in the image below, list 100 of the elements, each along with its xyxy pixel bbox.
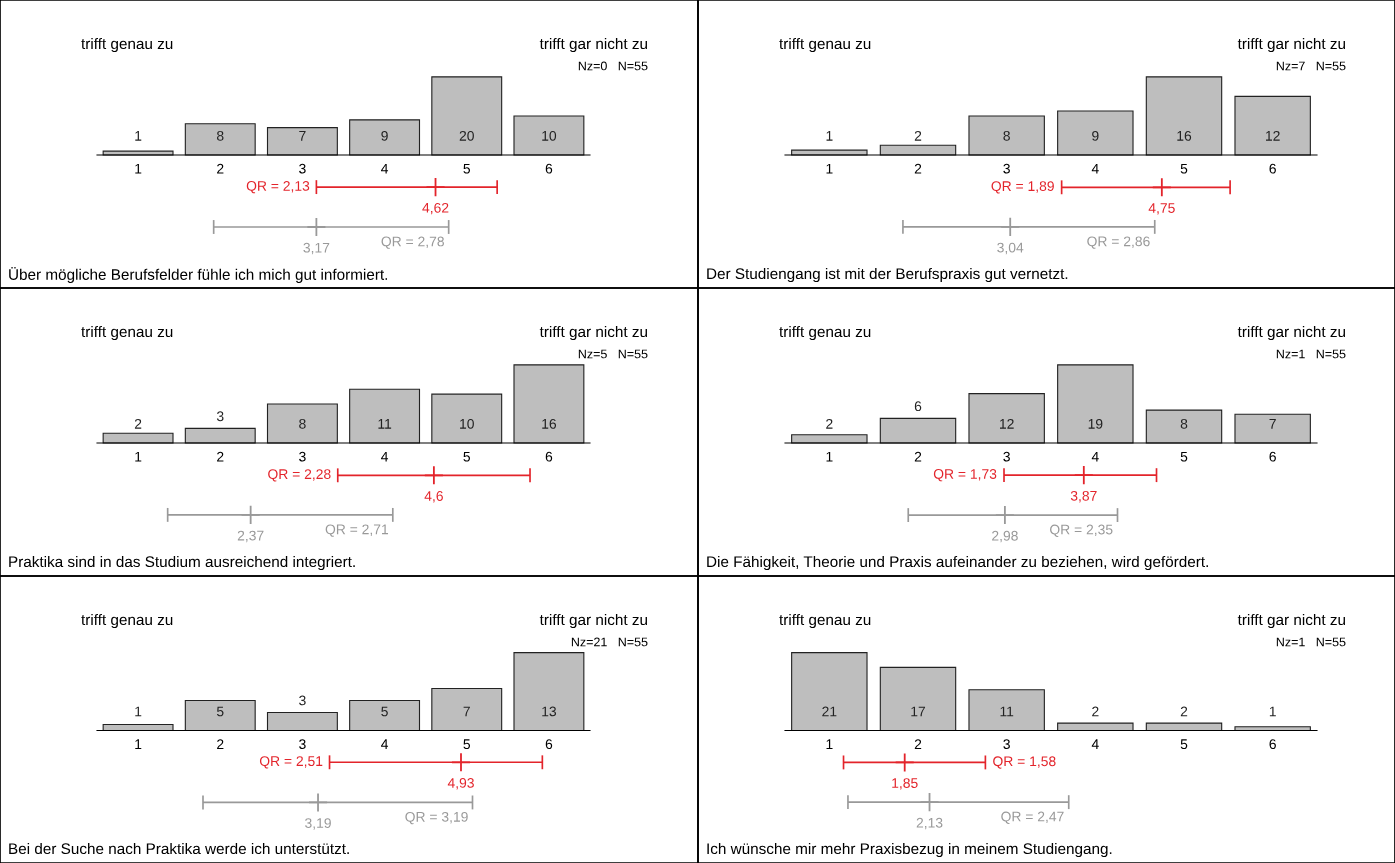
data-label: 9 <box>381 130 388 141</box>
data-label: 16 <box>1177 130 1192 141</box>
annotation: 4,93 <box>447 778 474 790</box>
data-label: 20 <box>459 130 474 141</box>
text: trifft genau zu <box>779 37 871 53</box>
text: QR = 2,51 <box>259 756 323 769</box>
x-tick-label: 2 <box>217 163 224 174</box>
bar <box>349 699 421 732</box>
x-tick-label: 3 <box>1003 739 1010 750</box>
data-label: 2 <box>914 130 922 141</box>
x-tick-label: 3 <box>299 451 306 462</box>
data-label: 6 <box>914 401 922 412</box>
text: trifft genau zu <box>779 613 871 629</box>
bar <box>513 115 585 156</box>
text: Über mögliche Berufsfelder fühle ich mich gut informiert. <box>9 267 388 283</box>
data-label: 8 <box>1180 418 1188 429</box>
x-tick-label: 4 <box>381 739 389 749</box>
data-label: 7 <box>1269 419 1276 429</box>
data-label: 9 <box>1092 130 1099 141</box>
text: trifft gar nicht zu <box>539 325 647 341</box>
x-tick-label: 3 <box>1003 163 1010 174</box>
bar <box>513 652 585 732</box>
x-tick-label: 6 <box>545 739 553 750</box>
data-label: 7 <box>463 706 470 717</box>
x-tick-label: 1 <box>135 739 142 749</box>
data-label: 8 <box>299 418 306 429</box>
text: trifft gar nicht zu <box>539 37 647 53</box>
text: Nz=7 N=55 <box>1276 61 1346 71</box>
text: Die Fähigkeit, Theorie und Praxis aufeinander zu beziehen, wird gefördert. <box>707 555 1208 571</box>
bar <box>968 689 1045 732</box>
text: QR = 1,73 <box>933 469 997 482</box>
text: Nz=0 N=55 <box>578 61 648 71</box>
data-label: 1 <box>135 706 142 717</box>
x-tick-label: 2 <box>914 451 922 462</box>
data-label: 16 <box>542 418 557 429</box>
x-tick-label: 4 <box>1091 739 1099 749</box>
text: Nz=5 N=55 <box>578 349 648 359</box>
data-label: 11 <box>378 419 392 429</box>
text: trifft genau zu <box>81 613 173 629</box>
data-label: 11 <box>1000 706 1014 717</box>
bar <box>879 417 957 444</box>
bar <box>968 115 1045 156</box>
text: QR = 3,19 <box>405 811 468 825</box>
text: trifft gar nicht zu <box>1237 325 1345 341</box>
text: trifft genau zu <box>779 325 871 341</box>
bar <box>431 393 503 444</box>
data-label: 2 <box>826 418 833 429</box>
data-label: 12 <box>1000 418 1014 429</box>
x-tick-label: 1 <box>826 163 833 174</box>
data-label: 3 <box>216 411 224 422</box>
bar <box>1145 722 1223 732</box>
annotation: 4,6 <box>424 491 443 503</box>
x-tick-label: 4 <box>1091 163 1099 174</box>
bar <box>1145 76 1223 156</box>
bar <box>1234 95 1311 156</box>
data-label: 3 <box>299 695 306 706</box>
x-tick-label: 2 <box>217 451 224 462</box>
text: trifft genau zu <box>81 325 173 341</box>
text: Praktika sind in das Studium ausreichend integriert. <box>9 555 355 571</box>
data-label: 10 <box>542 130 557 141</box>
x-tick-label: 6 <box>1269 739 1276 750</box>
data-label: 8 <box>1003 130 1010 141</box>
text: QR = 2,47 <box>1001 811 1064 824</box>
text: QR = 1,89 <box>991 181 1054 194</box>
x-tick-label: 4 <box>381 451 389 462</box>
bar <box>349 388 421 444</box>
annotation: 2,98 <box>992 530 1018 543</box>
x-tick-label: 5 <box>463 163 471 174</box>
x-tick-label: 6 <box>545 163 553 174</box>
data-label: 8 <box>216 130 224 141</box>
x-tick-label: 1 <box>826 739 833 749</box>
annotation: 2,37 <box>237 530 264 543</box>
text: QR = 2,71 <box>325 524 389 537</box>
x-tick-label: 5 <box>1180 739 1188 750</box>
x-tick-label: 6 <box>1269 163 1276 174</box>
annotation: 4,62 <box>422 202 449 215</box>
bar <box>431 687 503 732</box>
data-label: 2 <box>134 418 142 429</box>
text: QR = 2,13 <box>246 181 310 194</box>
bar <box>266 127 338 156</box>
text: trifft gar nicht zu <box>1237 613 1345 629</box>
data-label: 13 <box>542 706 557 717</box>
annotation: 2,13 <box>916 817 943 830</box>
x-tick-label: 5 <box>463 451 471 462</box>
bar <box>431 76 503 156</box>
x-tick-label: 2 <box>914 739 922 749</box>
text: trifft genau zu <box>81 37 173 53</box>
text: QR = 2,28 <box>268 469 331 482</box>
text: QR = 2,35 <box>1050 524 1113 537</box>
text: Nz=1 N=55 <box>1276 637 1346 647</box>
bar <box>266 403 338 444</box>
annotation: 3,19 <box>305 818 331 830</box>
x-tick-label: 6 <box>545 451 553 462</box>
annotation: 3,17 <box>303 242 330 255</box>
x-tick-label: 6 <box>1269 451 1276 462</box>
data-label: 5 <box>381 706 388 717</box>
bar <box>349 119 421 156</box>
bar <box>1057 364 1134 444</box>
annotation: 3,87 <box>1070 490 1097 503</box>
bar <box>791 652 868 732</box>
